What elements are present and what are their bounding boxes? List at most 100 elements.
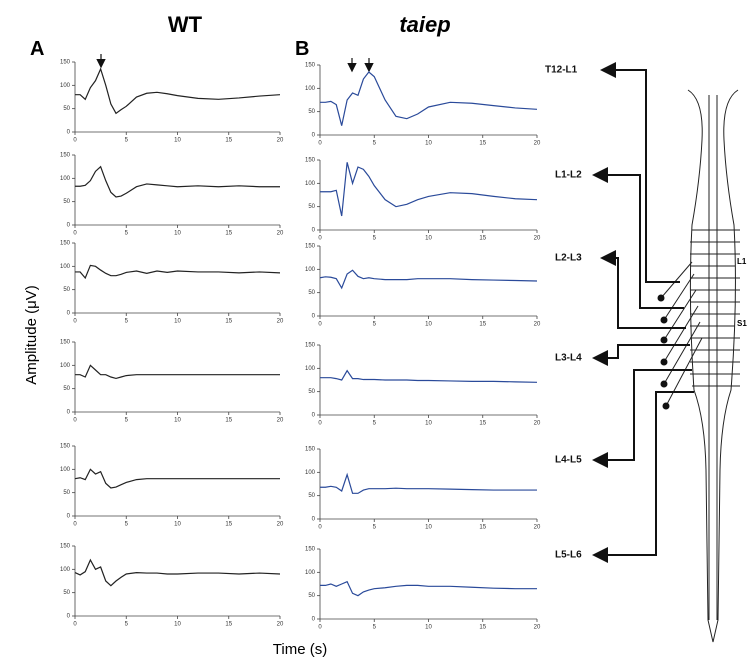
y-tick-label: 150 xyxy=(60,544,71,550)
x-tick-label: 15 xyxy=(479,236,486,242)
x-tick-label: 20 xyxy=(277,138,284,144)
y-axis-label: Amplitude (μV) xyxy=(23,285,40,385)
x-tick-label: 0 xyxy=(318,625,322,631)
y-tick-label: 50 xyxy=(63,490,70,496)
x-tick-label: 5 xyxy=(125,231,129,237)
x-tick-label: 5 xyxy=(125,138,129,144)
x-tick-label: 0 xyxy=(318,141,322,147)
y-tick-label: 0 xyxy=(67,223,71,229)
x-tick-label: 10 xyxy=(174,622,181,628)
marker-label: S1 xyxy=(737,319,747,328)
level-label: T12-L1 xyxy=(545,65,578,76)
y-tick-label: 100 xyxy=(60,467,71,473)
x-tick-label: 15 xyxy=(479,421,486,427)
x-tick-label: 0 xyxy=(73,319,77,325)
y-tick-label: 0 xyxy=(312,314,316,320)
y-tick-label: 0 xyxy=(67,130,71,136)
y-tick-label: 100 xyxy=(60,83,71,89)
y-tick-label: 50 xyxy=(63,287,70,293)
level-label: L3-L4 xyxy=(555,353,582,364)
y-tick-label: 150 xyxy=(60,153,71,159)
y-tick-label: 150 xyxy=(60,60,71,66)
x-tick-label: 15 xyxy=(225,231,232,237)
y-tick-label: 150 xyxy=(60,444,71,450)
y-tick-label: 100 xyxy=(305,570,316,576)
y-tick-label: 100 xyxy=(305,366,316,372)
x-tick-label: 5 xyxy=(125,622,129,628)
x-tick-label: 10 xyxy=(174,418,181,424)
y-tick-label: 100 xyxy=(305,470,316,476)
x-tick-label: 15 xyxy=(225,522,232,528)
x-tick-label: 10 xyxy=(425,141,432,147)
x-tick-label: 10 xyxy=(174,319,181,325)
x-tick-label: 20 xyxy=(277,231,284,237)
trace xyxy=(320,580,537,597)
y-tick-label: 150 xyxy=(305,244,316,250)
y-tick-label: 0 xyxy=(312,228,316,234)
x-tick-label: 15 xyxy=(479,625,486,631)
x-tick-label: 0 xyxy=(73,418,77,424)
x-tick-label: 10 xyxy=(425,421,432,427)
x-tick-label: 15 xyxy=(479,141,486,147)
y-tick-label: 150 xyxy=(305,158,316,164)
x-tick-label: 5 xyxy=(373,421,377,427)
x-tick-label: 10 xyxy=(425,625,432,631)
x-tick-label: 0 xyxy=(73,138,77,144)
y-tick-label: 50 xyxy=(63,386,70,392)
level-label: L1-L2 xyxy=(555,170,582,181)
x-tick-label: 0 xyxy=(73,231,77,237)
level-label: L5-L6 xyxy=(555,550,582,561)
y-tick-label: 150 xyxy=(60,241,71,247)
x-tick-label: 10 xyxy=(425,322,432,328)
trace xyxy=(320,162,538,217)
trace xyxy=(75,264,281,280)
x-tick-label: 20 xyxy=(534,625,541,631)
x-tick-label: 0 xyxy=(73,622,77,628)
y-tick-label: 50 xyxy=(63,106,70,112)
x-tick-label: 20 xyxy=(277,522,284,528)
x-tick-label: 0 xyxy=(318,421,322,427)
x-tick-label: 10 xyxy=(425,236,432,242)
y-tick-label: 100 xyxy=(60,176,71,182)
x-tick-label: 15 xyxy=(225,138,232,144)
y-tick-label: 150 xyxy=(305,447,316,453)
y-tick-label: 50 xyxy=(63,199,70,205)
panel-label: A xyxy=(30,38,44,60)
panel-label: B xyxy=(295,38,309,60)
x-tick-label: 20 xyxy=(534,141,541,147)
x-tick-label: 20 xyxy=(534,421,541,427)
trace xyxy=(74,558,281,587)
marker-label: L1 xyxy=(737,257,747,266)
x-tick-label: 20 xyxy=(534,236,541,242)
y-tick-label: 50 xyxy=(308,204,315,210)
y-tick-label: 100 xyxy=(60,363,71,369)
x-tick-label: 10 xyxy=(425,525,432,531)
x-tick-label: 0 xyxy=(318,322,322,328)
trace xyxy=(74,468,280,489)
trace xyxy=(320,472,537,494)
y-tick-label: 150 xyxy=(305,63,316,69)
x-tick-label: 5 xyxy=(373,236,377,242)
y-tick-label: 100 xyxy=(305,181,316,187)
y-tick-label: 0 xyxy=(67,410,71,416)
y-tick-label: 50 xyxy=(308,493,315,499)
y-tick-label: 0 xyxy=(67,614,71,620)
y-tick-label: 50 xyxy=(308,593,315,599)
x-tick-label: 0 xyxy=(73,522,77,528)
y-tick-label: 100 xyxy=(305,267,316,273)
y-tick-label: 0 xyxy=(67,514,71,520)
x-tick-label: 15 xyxy=(479,525,486,531)
x-tick-label: 5 xyxy=(373,322,377,328)
x-tick-label: 15 xyxy=(225,319,232,325)
x-tick-label: 5 xyxy=(125,418,129,424)
trace xyxy=(75,165,280,198)
x-axis-label: Time (s) xyxy=(273,641,327,658)
y-tick-label: 150 xyxy=(305,343,316,349)
x-tick-label: 20 xyxy=(534,525,541,531)
trace xyxy=(320,369,538,383)
y-tick-label: 100 xyxy=(60,567,71,573)
peak-arrows xyxy=(96,54,374,73)
y-tick-label: 50 xyxy=(308,109,315,115)
level-label: L2-L3 xyxy=(555,253,582,264)
y-tick-label: 0 xyxy=(312,133,316,139)
